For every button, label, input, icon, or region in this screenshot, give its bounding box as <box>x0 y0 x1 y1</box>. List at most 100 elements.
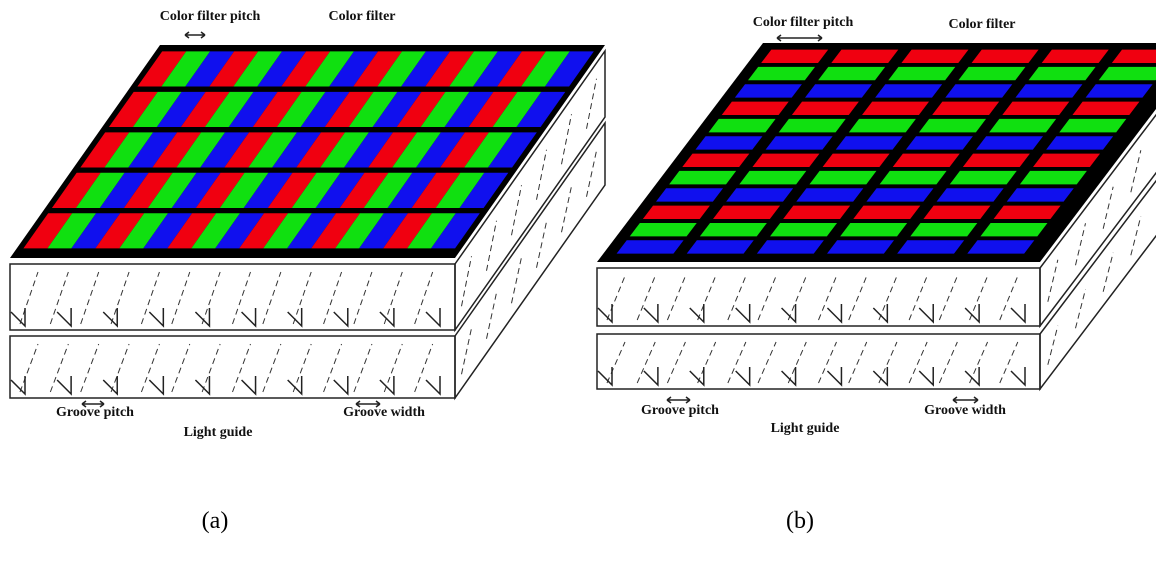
groove <box>103 308 117 326</box>
hatch <box>637 342 655 383</box>
groove <box>827 367 841 385</box>
color-filter <box>809 171 876 184</box>
hatch <box>487 221 497 271</box>
color-filter <box>836 136 903 149</box>
color-filter <box>792 102 859 115</box>
groove <box>11 308 25 326</box>
hatch <box>172 344 190 392</box>
color-filter <box>831 50 898 63</box>
color-filter <box>1015 84 1082 97</box>
color-filter <box>901 50 968 63</box>
color-filter <box>1046 136 1113 149</box>
hatch <box>1131 150 1141 192</box>
groove <box>644 367 658 385</box>
color-filter <box>709 119 776 132</box>
hatch <box>667 342 685 383</box>
color-filter <box>840 223 907 236</box>
hatch <box>50 344 68 392</box>
color-filter <box>862 102 929 115</box>
groove <box>1011 304 1025 322</box>
color-filter <box>739 171 806 184</box>
hatch <box>1000 276 1018 320</box>
groove <box>288 376 302 394</box>
color-filter <box>1029 67 1096 80</box>
label: Color filter pitch <box>753 15 854 30</box>
hatch <box>233 272 251 324</box>
color-filter <box>748 67 815 80</box>
slab <box>597 334 1040 389</box>
hatch <box>1076 289 1086 328</box>
groove <box>690 304 704 322</box>
hatch <box>587 151 597 197</box>
color-filter <box>880 171 947 184</box>
hatch <box>487 293 497 339</box>
color-filter <box>1002 102 1069 115</box>
color-filter <box>682 154 749 167</box>
groove <box>57 308 71 326</box>
color-filter <box>1059 119 1126 132</box>
hatch <box>698 276 716 320</box>
color-filter <box>757 240 824 253</box>
hatch <box>20 272 38 324</box>
color-filter <box>1072 102 1139 115</box>
hatch <box>202 344 220 392</box>
hatch <box>728 342 746 383</box>
color-filter <box>823 154 890 167</box>
color-filter <box>827 240 894 253</box>
color-filter <box>761 50 828 63</box>
hatch <box>141 344 159 392</box>
groove <box>426 308 440 326</box>
color-filter <box>958 67 1025 80</box>
groove <box>736 304 750 322</box>
hatch <box>939 342 957 383</box>
color-filter <box>752 154 819 167</box>
hatch <box>1076 223 1086 265</box>
color-filter <box>617 240 684 253</box>
hatch <box>939 276 957 320</box>
color-filter <box>972 50 1039 63</box>
groove <box>827 304 841 322</box>
color-filter <box>945 84 1012 97</box>
hatch <box>728 276 746 320</box>
hatch <box>462 328 472 374</box>
color-filter <box>906 136 973 149</box>
color-filter <box>1042 50 1109 63</box>
hatch <box>202 272 220 324</box>
color-filter <box>630 223 697 236</box>
groove <box>873 304 887 322</box>
hatch <box>462 256 472 306</box>
color-filter <box>976 136 1043 149</box>
color-filter <box>989 119 1056 132</box>
color-filter <box>980 223 1047 236</box>
hatch <box>849 276 867 320</box>
hatch <box>1048 260 1058 302</box>
hatch <box>1103 187 1113 229</box>
caption: (b) <box>786 508 814 534</box>
color-filter <box>770 223 837 236</box>
groove <box>334 308 348 326</box>
color-filter <box>897 240 964 253</box>
hatch <box>788 276 806 320</box>
hatch <box>111 344 129 392</box>
color-filter <box>1020 171 1087 184</box>
color-filter <box>853 206 920 219</box>
color-filter <box>687 240 754 253</box>
color-filter <box>950 171 1017 184</box>
color-filter <box>963 154 1030 167</box>
arrow <box>185 32 205 38</box>
hatch <box>698 342 716 383</box>
figure: Color filter pitch Color filter Groove p… <box>0 0 1156 568</box>
color-filter <box>875 84 942 97</box>
groove <box>690 367 704 385</box>
color-filter <box>722 102 789 115</box>
groove <box>103 376 117 394</box>
hatch <box>1103 253 1113 292</box>
color-filter <box>967 240 1034 253</box>
groove <box>149 376 163 394</box>
hatch <box>758 342 776 383</box>
hatch <box>587 79 597 129</box>
hatch <box>50 272 68 324</box>
color-filter <box>726 188 793 201</box>
panel-b: Color filter pitch Color filter Groove p… <box>597 15 1156 534</box>
groove <box>919 304 933 322</box>
